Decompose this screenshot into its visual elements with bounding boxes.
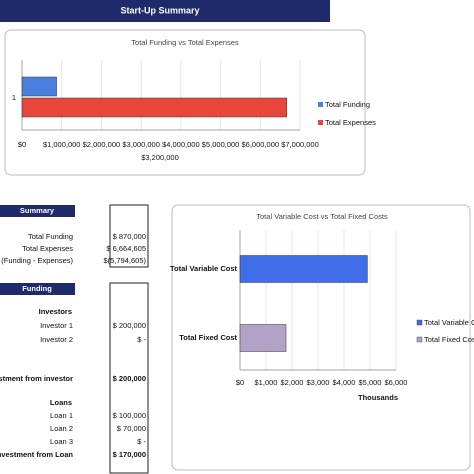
x-tick-label: $6,000,000 [242, 140, 280, 149]
x-tick-label: $3,000 [307, 378, 330, 387]
row-value: $ - [137, 437, 146, 446]
value-box [109, 282, 149, 474]
row-value: $ 200,000 [113, 321, 146, 330]
legend-swatch [318, 102, 323, 107]
y-tick-label: Total Fixed Cost [179, 333, 237, 342]
row-value: $ 870,000 [113, 232, 146, 241]
row-label: Investors [39, 307, 72, 316]
bar [21, 97, 287, 118]
legend-label: Total Variable Cost [424, 318, 474, 327]
x-tick-label: $3,000,000 [122, 140, 160, 149]
row-label: Difference (Funding - Expenses) [0, 256, 73, 265]
row-label: Investor 1 [40, 321, 73, 330]
x-tick-label: $5,000 [359, 378, 382, 387]
bar [239, 324, 287, 352]
x-tick-label: $4,000,000 [162, 140, 200, 149]
row-label: Total Investment from Loan [0, 450, 73, 459]
row-label: Total investment from investor [0, 374, 73, 383]
header-bar [0, 0, 330, 22]
bar [21, 76, 57, 97]
x-tick-label: $7,000,000 [281, 140, 319, 149]
bar [239, 255, 368, 283]
row-label: Total Funding [28, 232, 73, 241]
x-tick-label: $2,000 [281, 378, 304, 387]
legend-label: Total Fixed Cost [424, 335, 474, 344]
section-header [0, 205, 75, 217]
section-title: Funding [22, 284, 52, 293]
legend-label: Total Funding [325, 100, 370, 109]
legend-swatch [416, 336, 423, 343]
legend-swatch [318, 120, 323, 125]
section-header [0, 283, 75, 295]
x-tick-label: $6,000 [385, 378, 408, 387]
row-label: Total Expenses [22, 244, 73, 253]
row-value: $ 170,000 [113, 450, 146, 459]
x-tick-label: $4,000 [333, 378, 356, 387]
section-title: Summary [20, 206, 55, 215]
x-tick-label: $1,000 [255, 378, 278, 387]
x-tick-label: $2,000,000 [83, 140, 121, 149]
chart-title: Total Funding vs Total Expenses [131, 38, 239, 47]
legend-label: Total Expenses [325, 118, 376, 127]
row-value: $(5,794,605) [103, 256, 146, 265]
y-tick-label: 1 [12, 93, 16, 102]
x-tick-label: $0 [236, 378, 244, 387]
value-box [109, 204, 149, 268]
row-value: $ - [137, 335, 146, 344]
row-value: $ 200,000 [113, 374, 146, 383]
row-label: Investor 2 [40, 335, 73, 344]
y-tick-label: Total Variable Cost [170, 264, 237, 273]
chart-title: Total Variable Cost vs Total Fixed Costs [256, 212, 388, 221]
x-axis-title: Thousands [358, 393, 398, 402]
row-label: Loans [50, 398, 72, 407]
header-title: Start-Up Summary [120, 5, 199, 15]
legend-swatch [416, 319, 423, 326]
row-value: $ 100,000 [113, 411, 146, 420]
row-value: $ 6,664,605 [106, 244, 146, 253]
x-tick-label: $5,000,000 [202, 140, 240, 149]
row-value: $ 70,000 [117, 424, 146, 433]
x-tick-label: $0 [18, 140, 26, 149]
row-label: Loan 3 [50, 437, 73, 446]
row-label: Loan 2 [50, 424, 73, 433]
row-label: Loan 1 [50, 411, 73, 420]
x-tick-label: $1,000,000 [43, 140, 81, 149]
annotation: $3,200,000 [141, 153, 179, 162]
